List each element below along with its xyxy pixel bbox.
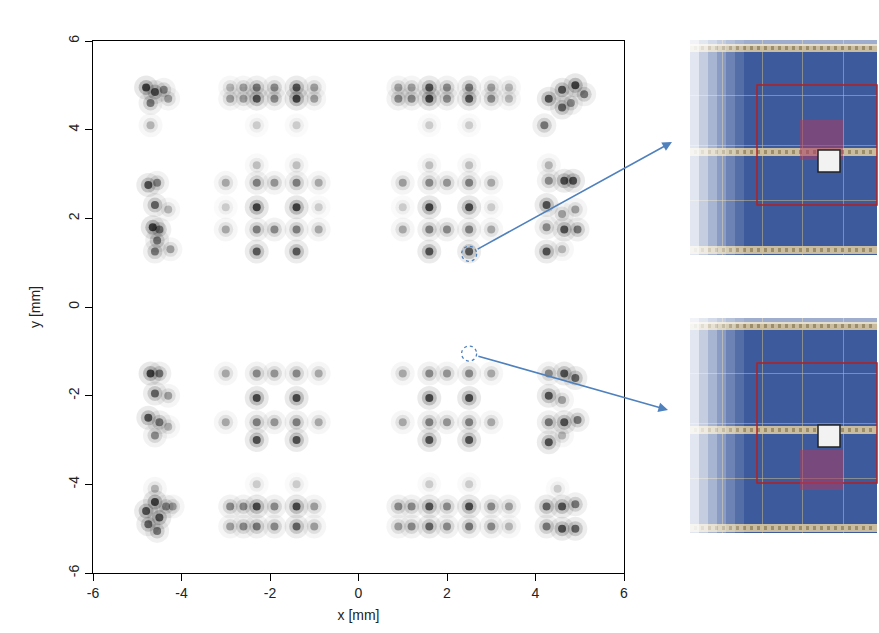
svg-text:4: 4	[66, 123, 82, 131]
svg-text:2: 2	[66, 212, 82, 220]
svg-text:6: 6	[620, 585, 628, 601]
svg-text:-4: -4	[66, 476, 82, 489]
svg-text:6: 6	[66, 35, 82, 43]
svg-text:-2: -2	[264, 585, 277, 601]
svg-text:0: 0	[66, 301, 82, 309]
svg-text:4: 4	[532, 585, 540, 601]
svg-text:2: 2	[443, 585, 451, 601]
svg-text:y [mm]: y [mm]	[27, 286, 43, 328]
svg-text:0: 0	[355, 585, 363, 601]
svg-text:-6: -6	[66, 564, 82, 577]
svg-text:x [mm]: x [mm]	[338, 607, 380, 623]
svg-text:-6: -6	[87, 585, 100, 601]
svg-text:-2: -2	[66, 387, 82, 400]
svg-text:-4: -4	[175, 585, 188, 601]
